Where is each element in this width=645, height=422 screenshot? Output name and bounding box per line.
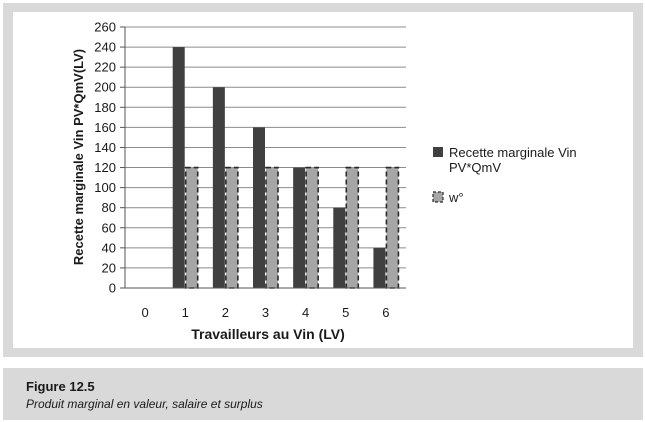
y-tick-label: 160 (94, 120, 116, 135)
x-tick-label: 1 (182, 305, 189, 320)
y-tick-label: 80 (102, 200, 116, 215)
bar-series-2-2 (225, 166, 239, 289)
bar-series-1-4 (293, 167, 306, 288)
x-tick-label: 6 (382, 305, 389, 320)
y-tick-label: 40 (102, 240, 116, 255)
bar-series-1-3 (253, 127, 265, 288)
y-tick-label: 180 (94, 100, 116, 115)
y-axis-label: Recette marginale Vin PV*QmV(LV) (71, 49, 86, 265)
x-tick-label: 2 (222, 305, 229, 320)
bars (172, 47, 400, 289)
y-tick-label: 240 (94, 40, 116, 55)
y-tick-label: 120 (94, 160, 116, 175)
caption-title: Figure 12.5 (26, 379, 95, 394)
y-tick-label: 220 (94, 60, 116, 75)
bar-series-1-1 (172, 47, 185, 289)
y-tick-label: 200 (94, 80, 116, 95)
y-tick-label: 60 (102, 220, 116, 235)
legend: Recette marginale Vin PV*QmV w° (432, 145, 577, 205)
x-axis-label: Travailleurs au Vin (LV) (191, 326, 345, 342)
legend-swatch-series-2 (432, 191, 444, 203)
x-tick-label: 3 (262, 305, 269, 320)
bar-series-1-5 (333, 207, 346, 288)
y-tick-label: 0 (109, 281, 116, 296)
bar-series-2-4 (305, 166, 319, 289)
bar-series-1-6 (373, 247, 386, 288)
caption-text: Produit marginal en valeur, salaire et s… (26, 397, 263, 411)
bar-series-2-5 (345, 166, 360, 289)
chart-panel: 0 20 40 60 80 100 120 140 160 180 200 220 240 260 0 1 2… (13, 12, 633, 348)
legend-label-series-1: Recette marginale Vin PV*QmV (449, 145, 577, 175)
figure-frame: 0 20 40 60 80 100 120 140 160 180 200 220 240 260 0 1 2… (3, 3, 643, 357)
bar-chart: 0 20 40 60 80 100 120 140 160 180 200 220 240 260 0 1 2… (71, 20, 577, 343)
bar-series-2-3 (265, 166, 279, 289)
y-tick-label: 20 (102, 260, 116, 275)
x-tick-labels: 0 1 2 3 4 5 6 (141, 305, 389, 320)
axes (124, 27, 406, 289)
figure-caption: Figure 12.5 Produit marginal en valeur, … (3, 368, 643, 420)
y-tick-labels: 0 20 40 60 80 100 120 140 160 180 200 220 240 260 (94, 20, 116, 296)
y-tick-label: 100 (94, 180, 116, 195)
y-tick-label: 260 (94, 20, 116, 35)
legend-swatch-series-1 (433, 147, 443, 157)
x-tick-label: 4 (302, 305, 309, 320)
bar-series-1-2 (212, 87, 225, 288)
bar-series-2-6 (385, 166, 400, 289)
bar-series-2-1 (184, 166, 199, 289)
x-tick-label: 5 (342, 305, 349, 320)
y-tick-label: 140 (94, 140, 116, 155)
x-tick-label: 0 (141, 305, 148, 320)
legend-label-series-2: w° (448, 190, 464, 205)
